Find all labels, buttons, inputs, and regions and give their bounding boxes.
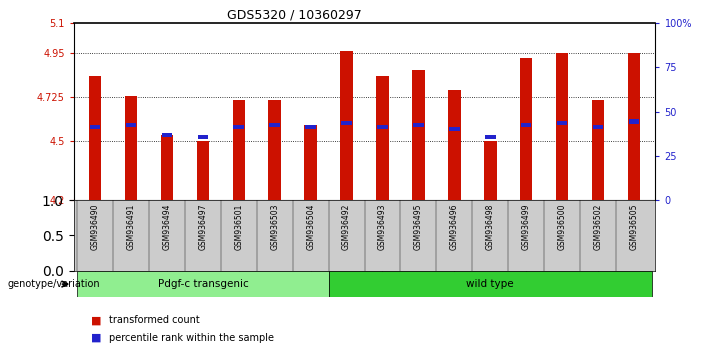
Bar bbox=[89, 76, 102, 200]
Bar bbox=[377, 125, 388, 130]
Bar bbox=[557, 121, 567, 125]
Text: GSM936495: GSM936495 bbox=[414, 204, 423, 250]
Bar bbox=[125, 96, 137, 200]
Bar bbox=[340, 51, 353, 200]
Text: genotype/variation: genotype/variation bbox=[7, 279, 100, 289]
Bar bbox=[304, 125, 317, 200]
Bar bbox=[162, 133, 172, 137]
Text: GSM936491: GSM936491 bbox=[127, 204, 135, 250]
Bar bbox=[485, 135, 496, 139]
Bar bbox=[269, 123, 280, 127]
Text: percentile rank within the sample: percentile rank within the sample bbox=[109, 333, 273, 343]
Text: GSM936503: GSM936503 bbox=[270, 204, 279, 250]
Bar bbox=[77, 271, 329, 297]
Text: GSM936502: GSM936502 bbox=[594, 204, 602, 250]
Text: GSM936492: GSM936492 bbox=[342, 204, 351, 250]
Text: Pdgf-c transgenic: Pdgf-c transgenic bbox=[158, 279, 248, 289]
Bar bbox=[198, 135, 208, 139]
Bar bbox=[90, 125, 100, 130]
Text: GSM936493: GSM936493 bbox=[378, 204, 387, 250]
Text: ■: ■ bbox=[91, 315, 102, 325]
Bar bbox=[306, 125, 316, 130]
Text: ■: ■ bbox=[91, 333, 102, 343]
Bar bbox=[556, 52, 569, 200]
Text: GSM936501: GSM936501 bbox=[234, 204, 243, 250]
Bar bbox=[341, 121, 352, 125]
Bar bbox=[125, 123, 137, 127]
Bar bbox=[484, 141, 496, 200]
Text: GSM936496: GSM936496 bbox=[450, 204, 459, 250]
Bar bbox=[627, 52, 640, 200]
Text: GSM936498: GSM936498 bbox=[486, 204, 495, 250]
Text: wild type: wild type bbox=[466, 279, 514, 289]
Bar bbox=[268, 100, 281, 200]
Text: transformed count: transformed count bbox=[109, 315, 199, 325]
Bar bbox=[520, 58, 533, 200]
Text: GSM936504: GSM936504 bbox=[306, 204, 315, 250]
Text: GSM936499: GSM936499 bbox=[522, 204, 531, 250]
Bar bbox=[161, 135, 173, 200]
Bar bbox=[196, 141, 209, 200]
Bar bbox=[448, 90, 461, 200]
Text: GDS5320 / 10360297: GDS5320 / 10360297 bbox=[227, 9, 362, 22]
Bar bbox=[521, 123, 531, 127]
Text: GSM936494: GSM936494 bbox=[163, 204, 172, 250]
Bar bbox=[233, 100, 245, 200]
Text: GSM936500: GSM936500 bbox=[557, 204, 566, 250]
Bar bbox=[376, 76, 389, 200]
Bar bbox=[592, 100, 604, 200]
Bar bbox=[449, 127, 460, 131]
Text: GSM936497: GSM936497 bbox=[198, 204, 207, 250]
Text: GSM936505: GSM936505 bbox=[629, 204, 639, 250]
Bar bbox=[233, 125, 244, 130]
Bar bbox=[592, 125, 604, 130]
Bar bbox=[329, 271, 652, 297]
Bar bbox=[413, 123, 423, 127]
Text: GSM936490: GSM936490 bbox=[90, 204, 100, 250]
Bar bbox=[412, 70, 425, 200]
Bar bbox=[629, 119, 639, 124]
